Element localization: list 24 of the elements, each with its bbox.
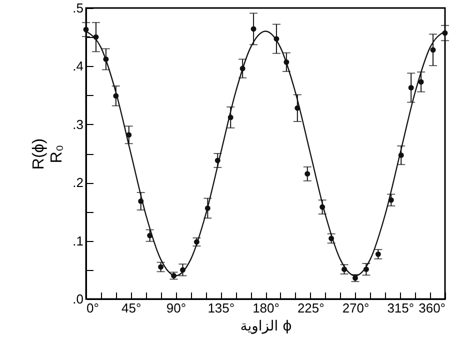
- y-tick-label: .2: [72, 175, 84, 190]
- x-tick-label: 45°: [122, 300, 142, 316]
- x-tick-label: 315°: [387, 300, 414, 316]
- point: [430, 47, 436, 53]
- y-tick-label: .1: [72, 233, 84, 248]
- point: [408, 85, 414, 90]
- x-tick-label: 180°: [252, 300, 280, 316]
- y-tick-label: .3: [72, 116, 84, 132]
- x-tick-label: 360°: [418, 300, 446, 316]
- point: [375, 251, 381, 257]
- x-axis-title: الزاوية ϕ: [240, 318, 292, 334]
- y-tick-label: .5: [72, 0, 84, 16]
- y-tick-label: .0: [72, 292, 84, 306]
- x-tick-label: 225°: [297, 300, 324, 316]
- x-tick-label: 270°: [342, 300, 370, 316]
- y-tick-label: .4: [72, 58, 84, 74]
- y-axis-title: R(ϕ) R₀: [30, 138, 66, 170]
- point: [418, 79, 424, 85]
- point: [304, 171, 310, 177]
- x-tick-label: 90°: [166, 300, 186, 316]
- x-tick-label: 0°: [86, 300, 99, 316]
- point: [158, 264, 164, 270]
- point: [250, 26, 256, 32]
- x-tick-label: 135°: [208, 300, 235, 316]
